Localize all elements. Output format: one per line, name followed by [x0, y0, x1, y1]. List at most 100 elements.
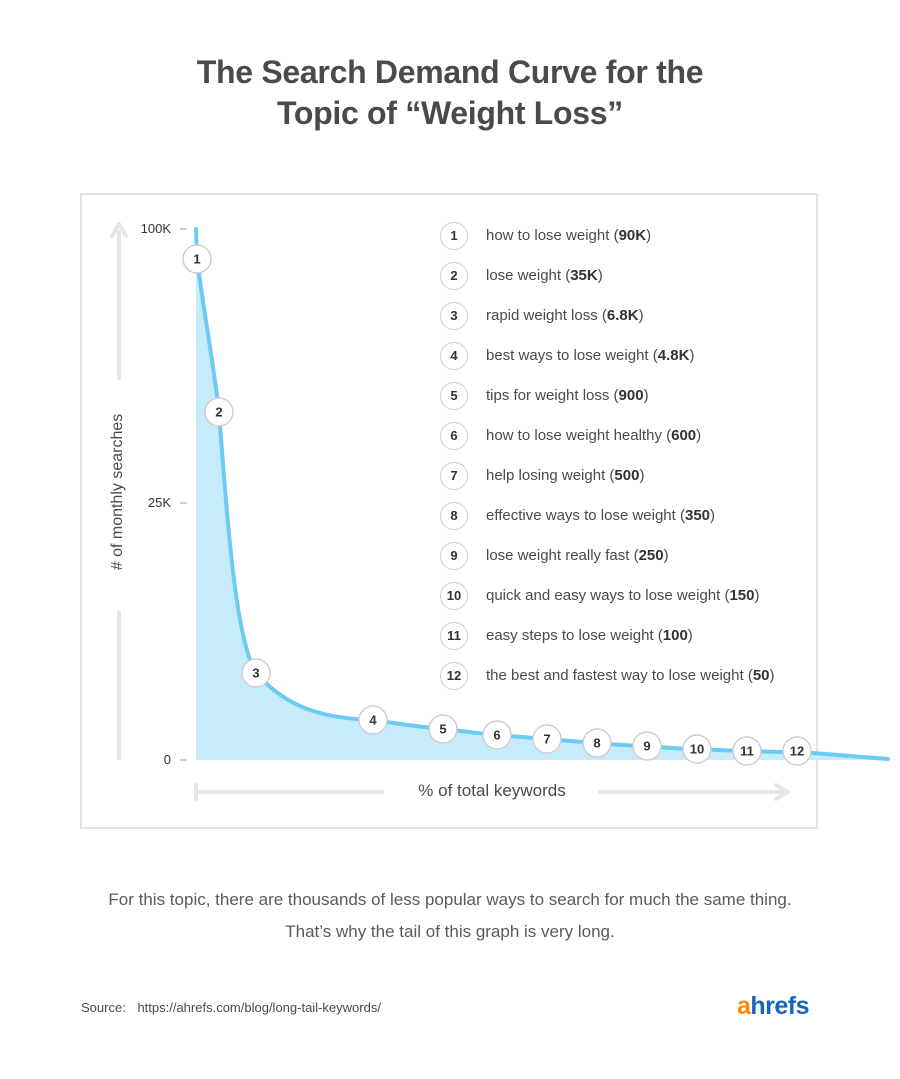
legend-number: 2 [440, 262, 468, 290]
legend-number: 4 [440, 342, 468, 370]
curve-marker-7: 7 [532, 724, 562, 754]
title-line-2: Topic of “Weight Loss” [277, 95, 623, 131]
legend-text: effective ways to lose weight (350) [486, 507, 715, 524]
curve-marker-5: 5 [428, 714, 458, 744]
legend-keyword: how to lose weight healthy ( [486, 427, 672, 444]
legend-keyword: lose weight ( [486, 267, 571, 284]
curve-marker-circle [204, 397, 234, 427]
curve-marker-2: 2 [204, 397, 234, 427]
legend-number: 6 [440, 422, 468, 450]
curve-marker-circle [532, 724, 562, 754]
caption-line-1: For this topic, there are thousands of l… [108, 890, 792, 909]
curve-marker-number: 4 [369, 713, 377, 728]
legend-paren: ) [696, 427, 702, 444]
legend-number: 10 [440, 582, 468, 610]
legend-text: the best and fastest way to lose weight … [486, 667, 775, 684]
curve-marker-number: 5 [439, 722, 446, 737]
legend-paren: ) [754, 587, 760, 604]
legend-paren: ) [687, 627, 693, 644]
legend-text: lose weight really fast (250) [486, 547, 669, 564]
caption-line-2: That’s why the tail of this graph is ver… [285, 922, 615, 941]
legend-keyword: tips for weight loss ( [486, 387, 619, 404]
legend-paren: ) [643, 387, 649, 404]
curve-marker-11: 11 [732, 736, 762, 766]
curve-marker-circle [358, 705, 388, 735]
curve-marker-number: 6 [493, 728, 500, 743]
x-axis-arrow [194, 783, 790, 801]
legend-value: 350 [684, 507, 711, 524]
legend-keyword: the best and fastest way to lose weight … [486, 667, 753, 684]
legend-paren: ) [689, 347, 695, 364]
legend-value: 100 [662, 627, 688, 644]
curve-area-fill [196, 229, 888, 760]
legend-text: rapid weight loss (6.8K) [486, 307, 644, 324]
legend-text: tips for weight loss (900) [486, 387, 649, 404]
logo-letter-a: a [737, 992, 751, 1020]
legend-text: easy steps to lose weight (100) [486, 627, 693, 644]
legend-value: 600 [671, 427, 697, 444]
caption: For this topic, there are thousands of l… [0, 884, 900, 948]
curve-marker-number: 8 [593, 736, 600, 751]
legend-text: how to lose weight healthy (600) [486, 427, 701, 444]
legend-text: quick and easy ways to lose weight (150) [486, 587, 760, 604]
legend-value: 4.8K [657, 347, 690, 364]
curve-marker-number: 3 [252, 666, 259, 681]
curve-marker-circle [582, 728, 612, 758]
legend-value: 150 [729, 587, 755, 604]
legend-paren: ) [663, 547, 669, 564]
legend-keyword: quick and easy ways to lose weight ( [486, 587, 730, 604]
curve-marker-circle [482, 720, 512, 750]
chart-title: The Search Demand Curve for the Topic of… [0, 52, 900, 134]
curve-marker-circle [782, 736, 812, 766]
source-note: Source: https://ahrefs.com/blog/long-tai… [81, 1000, 381, 1015]
curve-marker-number: 7 [543, 732, 550, 747]
legend-number: 9 [440, 542, 468, 570]
logo-letters-hrefs: hrefs [750, 992, 810, 1020]
curve-marker-3: 3 [241, 658, 271, 688]
legend-text: help losing weight (500) [486, 467, 644, 484]
source-link[interactable]: https://ahrefs.com/blog/long-tail-keywor… [137, 1000, 381, 1015]
curve-marker-number: 9 [643, 739, 650, 754]
legend-text: best ways to lose weight (4.8K) [486, 347, 694, 364]
legend-number: 7 [440, 462, 468, 490]
x-axis-label: % of total keywords [418, 781, 566, 800]
legend-keyword: help losing weight ( [486, 467, 615, 484]
curve-marker-4: 4 [358, 705, 388, 735]
y-axis-label: # of monthly searches [109, 407, 127, 577]
curve-marker-8: 8 [582, 728, 612, 758]
source-label: Source: [81, 1000, 126, 1015]
ytick-label-100k: 100K [140, 221, 171, 236]
legend-paren: ) [597, 267, 603, 284]
curve-marker-number: 11 [740, 744, 754, 759]
legend-number: 3 [440, 302, 468, 330]
legend-paren: ) [710, 507, 716, 524]
curve-marker-number: 1 [193, 252, 200, 267]
legend-keyword: easy steps to lose weight ( [486, 627, 663, 644]
legend-keyword: rapid weight loss ( [486, 307, 607, 324]
curve-marker-6: 6 [482, 720, 512, 750]
legend-keyword: best ways to lose weight ( [486, 347, 658, 364]
legend-paren: ) [639, 467, 645, 484]
legend-text: lose weight (35K) [486, 267, 603, 284]
curve-marker-circle [682, 734, 712, 764]
legend-paren: ) [646, 227, 652, 244]
title-line-1: The Search Demand Curve for the [196, 54, 704, 90]
curve-marker-circle [182, 244, 212, 274]
legend-value: 500 [614, 467, 640, 484]
legend-number: 1 [440, 222, 468, 250]
curve-marker-circle [428, 714, 458, 744]
legend-number: 11 [440, 622, 468, 650]
legend-text: how to lose weight (90K) [486, 227, 651, 244]
legend-number: 5 [440, 382, 468, 410]
legend-keyword: how to lose weight ( [486, 227, 619, 244]
curve-marker-10: 10 [682, 734, 712, 764]
ahrefs-logo: ahrefs [737, 992, 810, 1021]
legend-value: 900 [618, 387, 644, 404]
legend-paren: ) [769, 667, 775, 684]
legend-value: 50 [752, 667, 770, 684]
legend-number: 12 [440, 662, 468, 690]
legend-keyword: effective ways to lose weight ( [486, 507, 685, 524]
curve-marker-circle [732, 736, 762, 766]
curve-marker-12: 12 [782, 736, 812, 766]
